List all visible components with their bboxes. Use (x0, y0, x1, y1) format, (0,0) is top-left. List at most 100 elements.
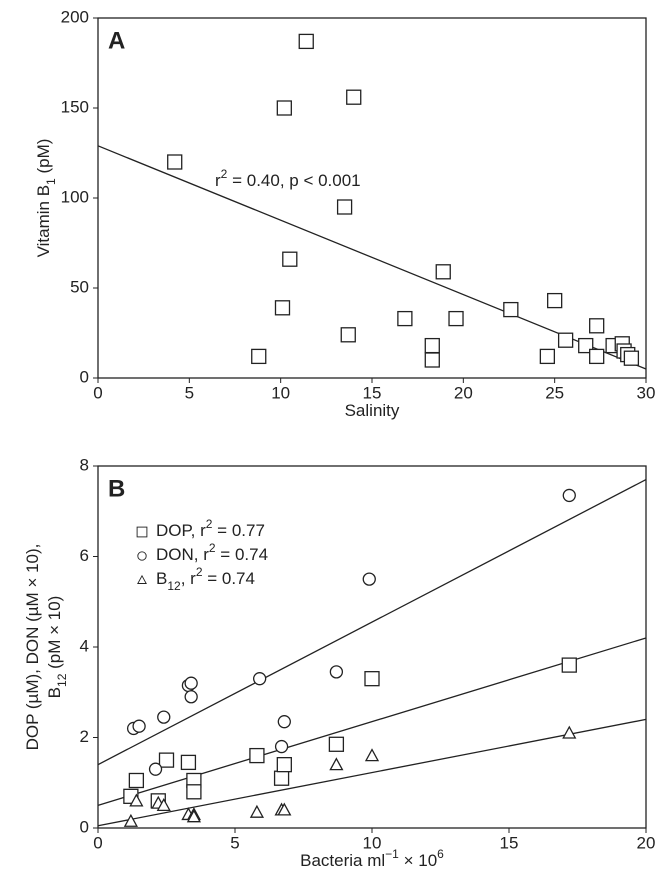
x-tick-label: 0 (93, 383, 102, 402)
panel-label: B (108, 475, 125, 502)
circle-marker (277, 715, 291, 729)
square-marker (273, 770, 290, 786)
square-marker (424, 337, 440, 354)
square-marker (328, 736, 345, 752)
legend-entry: DOP, r2 = 0.77 (136, 517, 265, 540)
square-marker (448, 310, 464, 327)
text-part: 2 (206, 517, 213, 531)
square-marker (186, 784, 202, 800)
text-part: 12 (167, 579, 181, 593)
square-marker (561, 657, 577, 673)
square-marker (503, 301, 519, 318)
circle-marker (157, 710, 171, 724)
x-tick-label: 5 (185, 383, 194, 402)
text-part: Salinity (345, 401, 400, 420)
text-part: Bacteria ml (300, 851, 385, 870)
x-tick-label: 5 (230, 833, 239, 852)
y-tick-label: 0 (80, 817, 89, 836)
text-part: −1 (385, 847, 399, 861)
y-axis-label: Vitamin B1 (pM) (34, 139, 58, 258)
text-part: DOP (µM), DON (µM × 10), (23, 544, 42, 751)
legend-label: B12, r2 = 0.74 (156, 565, 255, 593)
triangle-marker (186, 809, 201, 823)
square-marker (167, 154, 183, 170)
x-axis-label: Bacteria ml−1 × 106 (300, 847, 444, 870)
circle-marker (184, 676, 198, 690)
triangle-marker (329, 757, 344, 771)
triangle-marker (249, 804, 265, 818)
y-tick-label: 8 (80, 455, 89, 474)
circle-marker (132, 719, 146, 733)
square-marker (136, 526, 148, 538)
x-tick-label: 10 (363, 833, 382, 852)
text-part: × 10 (399, 851, 437, 870)
triangle-marker (137, 574, 147, 584)
circle-marker (562, 488, 576, 503)
square-marker (623, 350, 640, 366)
text-part: DON, r (156, 545, 209, 564)
regression-line (97, 145, 647, 370)
text-part: , r (181, 569, 196, 588)
y-tick-label: 4 (80, 636, 89, 655)
square-marker (557, 332, 574, 348)
text-part: B (156, 569, 167, 588)
circle-marker (362, 572, 376, 586)
circle-marker (148, 762, 163, 776)
panel-label: A (108, 27, 125, 54)
text-part: 1 (44, 178, 58, 185)
y-tick-label: 2 (80, 727, 89, 746)
x-tick-label: 0 (93, 833, 102, 852)
triangle-marker (562, 725, 577, 739)
x-tick-label: 15 (363, 383, 382, 402)
x-tick-label: 30 (637, 383, 656, 402)
text-part: = 0.74 (216, 545, 268, 564)
x-tick-label: 25 (545, 383, 564, 402)
y-tick-label: 50 (70, 277, 89, 296)
x-tick-label: 15 (500, 833, 519, 852)
triangle-marker (156, 798, 171, 812)
circle-marker (329, 665, 344, 679)
square-marker (282, 251, 298, 267)
square-marker (435, 264, 451, 280)
text-part: Vitamin B (34, 185, 53, 257)
x-tick-label: 10 (271, 383, 290, 402)
y-axis-label: DOP (µM), DON (µM × 10), (23, 544, 42, 751)
square-marker (364, 671, 380, 687)
square-marker (547, 292, 563, 309)
triangle-marker (123, 813, 138, 827)
square-marker (276, 757, 292, 773)
text-part: B (45, 687, 64, 698)
text-part: 2 (196, 565, 203, 579)
square-marker (274, 300, 291, 316)
y-tick-label: 0 (80, 367, 89, 386)
circle-marker (274, 739, 289, 754)
square-marker (539, 348, 556, 365)
annotation: r2 = 0.40, p < 0.001 (215, 167, 361, 190)
legend-label: DON, r2 = 0.74 (156, 541, 268, 564)
square-marker (251, 348, 267, 365)
plot-frame (97, 17, 647, 379)
square-marker (424, 352, 440, 368)
text-part: = 0.74 (203, 569, 255, 588)
triangle-marker (364, 748, 380, 762)
square-marker (340, 327, 356, 343)
x-tick-label: 20 (454, 383, 473, 402)
text-part: (pM × 10) (45, 596, 64, 674)
x-tick-label: 20 (637, 833, 656, 852)
regression-line (97, 718, 647, 827)
square-marker (276, 100, 292, 116)
y-tick-label: 100 (61, 187, 89, 206)
y-tick-label: 150 (61, 97, 89, 116)
text-part: 12 (55, 673, 69, 687)
circle-marker (137, 551, 147, 561)
y-tick-label: 200 (61, 7, 89, 26)
text-part: 2 (221, 167, 228, 181)
square-marker (128, 772, 145, 789)
text-part: 6 (437, 847, 444, 861)
legend-label: DOP, r2 = 0.77 (156, 517, 265, 540)
y-axis-label: B12 (pM × 10) (45, 596, 69, 699)
text-part: = 0.40, p < 0.001 (227, 171, 360, 190)
square-marker (589, 348, 605, 365)
text-part: r (215, 171, 221, 190)
